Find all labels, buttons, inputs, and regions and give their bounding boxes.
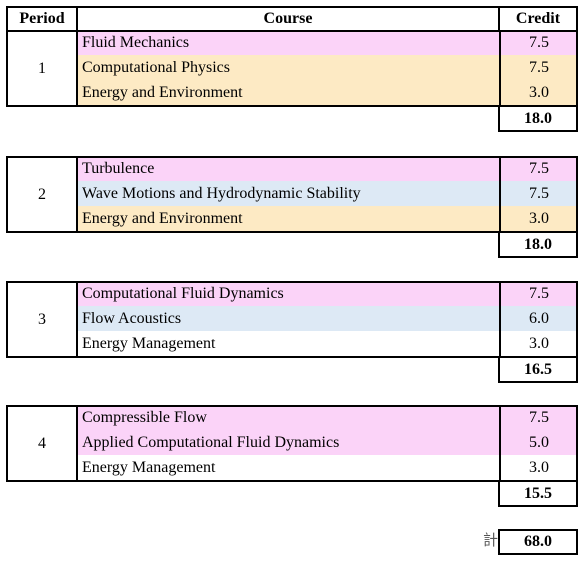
course-cell: Energy and Environment xyxy=(78,206,500,232)
credit-cell: 7.5 xyxy=(500,156,578,182)
group-outline xyxy=(6,281,578,358)
group-outline xyxy=(6,156,578,233)
group-total: 16.5 xyxy=(498,356,578,383)
header-course: Course xyxy=(76,6,500,32)
credit-cell: 7.5 xyxy=(500,281,578,307)
course-cell: Computational Physics xyxy=(78,55,500,81)
group-outline xyxy=(6,30,578,107)
group-outline xyxy=(6,405,578,482)
grand-total-value: 68.0 xyxy=(498,529,578,555)
course-cell: Flow Acoustics xyxy=(78,306,500,332)
credit-cell: 6.0 xyxy=(500,306,578,332)
credit-cell: 3.0 xyxy=(500,80,578,106)
credit-divider xyxy=(499,281,501,358)
credit-cell: 3.0 xyxy=(500,331,578,357)
credit-cell: 5.0 xyxy=(500,430,578,456)
course-cell: Energy Management xyxy=(78,331,500,357)
grand-total-label: 計 xyxy=(482,533,498,549)
credit-cell: 7.5 xyxy=(500,30,578,56)
group-total: 18.0 xyxy=(498,105,578,132)
group-total: 18.0 xyxy=(498,231,578,258)
header-credit: Credit xyxy=(498,6,578,32)
credit-divider xyxy=(499,30,501,107)
credit-cell: 7.5 xyxy=(500,181,578,207)
course-cell: Computational Fluid Dynamics xyxy=(78,281,500,307)
group-total: 15.5 xyxy=(498,480,578,507)
credit-divider xyxy=(499,156,501,233)
header-period: Period xyxy=(6,6,78,32)
course-cell: Energy Management xyxy=(78,455,500,481)
credit-divider xyxy=(499,405,501,482)
